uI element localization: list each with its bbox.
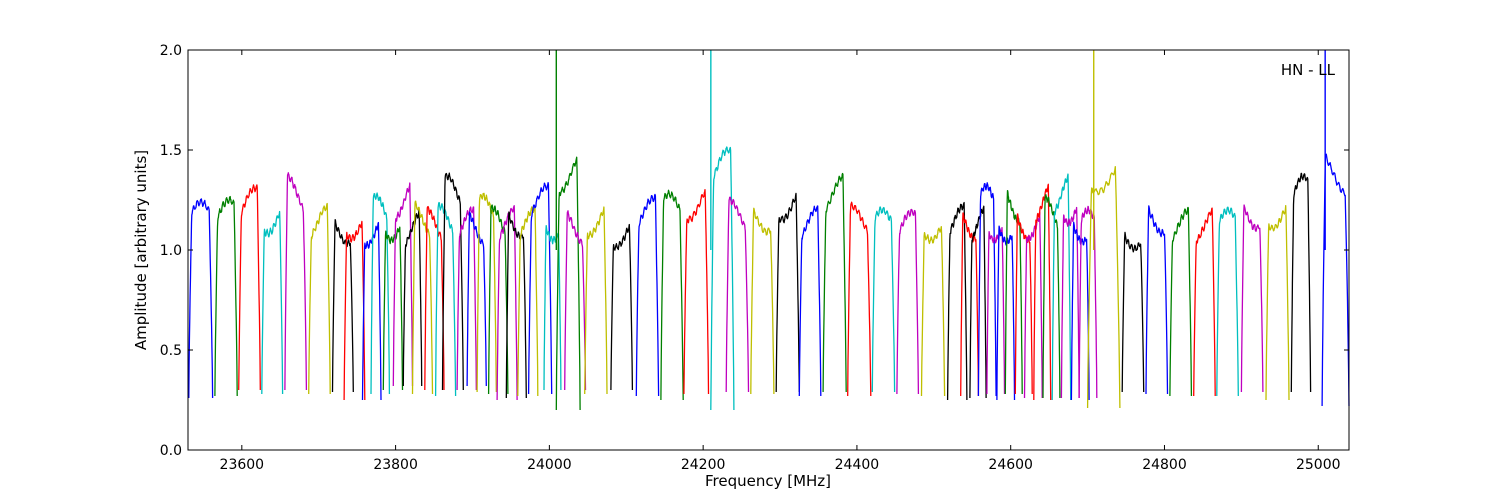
channel-line-53	[1042, 194, 1061, 399]
channel-line-56	[1070, 221, 1090, 401]
channel-line-19	[476, 192, 497, 393]
channel-line-1	[214, 195, 238, 397]
x-tick-label: 24200	[681, 457, 726, 473]
channel-line-46	[977, 182, 997, 397]
channel-line-14	[424, 205, 445, 391]
channel-line-17	[456, 206, 477, 391]
channel-line-32	[683, 188, 710, 395]
channel-line-11	[392, 182, 414, 387]
x-tick-label: 23600	[220, 457, 265, 473]
channel-line-16	[441, 172, 464, 391]
channel-line-50	[1014, 213, 1033, 395]
channel-line-23	[517, 206, 539, 397]
channel-line-31	[660, 189, 684, 401]
channel-line-20	[487, 204, 509, 395]
channel-line-48	[996, 225, 1016, 401]
channel-line-39	[847, 201, 872, 397]
y-tick-label: 0.5	[160, 343, 182, 359]
channel-line-66	[1290, 172, 1312, 393]
channel-line-30	[635, 193, 660, 397]
channel-line-37	[798, 205, 822, 397]
y-axis-label: Amplitude [arbitrary units]	[132, 150, 150, 350]
channel-line-12	[402, 209, 423, 387]
chart-annotation: HN - LL	[1281, 61, 1336, 79]
channel-line-65	[1265, 205, 1290, 401]
channel-line-41	[896, 208, 920, 395]
channel-line-21	[496, 205, 518, 401]
tick-layer: 23600 23800 24000 24200 24400 24600 24800 25000…	[160, 43, 1349, 473]
channel-line-64	[1240, 204, 1264, 393]
channel-line-18	[466, 211, 487, 387]
y-tick-label: 2.0	[160, 43, 182, 59]
channel-line-45	[969, 205, 987, 399]
channel-line-8	[361, 221, 382, 401]
channel-line-60	[1145, 205, 1169, 395]
y-tick-label: 0.0	[160, 443, 182, 459]
channel-line-33	[710, 146, 735, 411]
channel-line-10	[382, 226, 404, 391]
channel-line-28	[584, 206, 608, 395]
x-tick-label: 25000	[1296, 457, 1341, 473]
channel-line-52	[1033, 183, 1052, 401]
series-layer	[188, 146, 1350, 411]
channel-line-24	[527, 181, 553, 395]
x-tick-label: 24600	[988, 457, 1033, 473]
channel-line-26	[555, 156, 581, 411]
channel-line-6	[331, 219, 354, 393]
x-tick-label: 23800	[373, 457, 418, 473]
spike-layer	[555, 50, 1326, 250]
channel-line-43	[946, 201, 968, 401]
channel-line-55	[1060, 206, 1080, 399]
x-tick-label: 24000	[527, 457, 572, 473]
channel-line-34	[725, 196, 750, 393]
channel-line-27	[564, 210, 587, 391]
channel-line-61	[1169, 206, 1193, 397]
channel-line-3	[261, 210, 284, 395]
channel-line-63	[1216, 206, 1239, 397]
channel-line-59	[1121, 231, 1145, 393]
channel-line-0	[188, 198, 214, 399]
x-axis-label: Frequency [MHz]	[705, 472, 831, 490]
channel-line-7	[343, 220, 366, 401]
channel-line-54	[1051, 173, 1072, 401]
y-tick-label: 1.5	[160, 143, 182, 159]
channel-line-47	[986, 226, 1006, 395]
channel-line-5	[308, 202, 331, 395]
y-tick-label: 1.0	[160, 243, 182, 259]
channel-line-44	[960, 212, 980, 397]
channel-line-42	[920, 225, 946, 397]
channel-line-38	[822, 172, 847, 393]
channel-line-36	[775, 192, 800, 393]
channel-line-40	[871, 206, 896, 393]
channel-line-35	[750, 207, 775, 395]
channel-line-29	[610, 223, 634, 391]
channel-line-62	[1193, 207, 1216, 397]
x-tick-label: 24400	[835, 457, 880, 473]
channel-line-67	[1321, 153, 1350, 407]
channel-line-22	[505, 211, 527, 399]
channel-line-13	[411, 200, 434, 395]
channel-line-2	[238, 184, 261, 391]
channel-line-15	[434, 201, 457, 397]
channel-line-9	[370, 192, 391, 395]
channel-line-58	[1086, 165, 1121, 409]
x-tick-label: 24800	[1142, 457, 1187, 473]
channel-line-4	[284, 172, 308, 391]
